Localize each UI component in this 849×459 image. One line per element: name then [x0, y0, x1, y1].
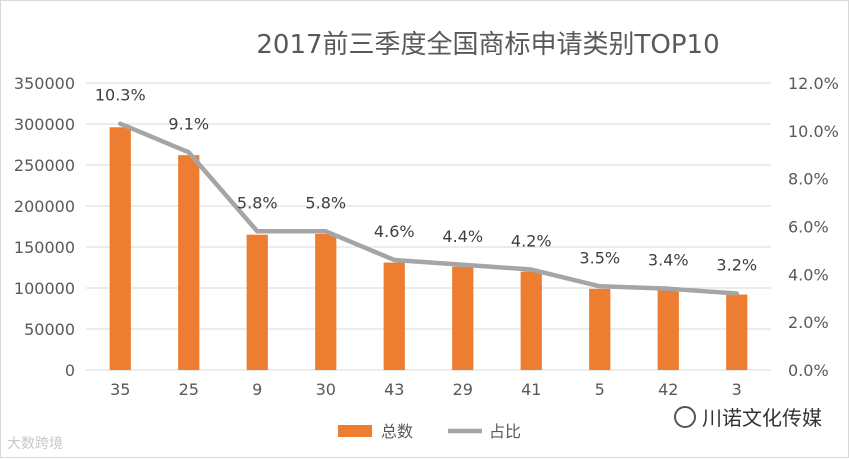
data-label: 4.2% [511, 232, 552, 251]
y-right-tick-label: 10.0% [788, 122, 839, 141]
bar [246, 234, 268, 370]
data-label: 10.3% [95, 86, 146, 105]
y-left-tick-label: 100000 [14, 279, 75, 298]
data-label: 3.5% [579, 248, 620, 267]
legend-swatch-bar [338, 425, 372, 437]
bar [589, 288, 611, 370]
y-left-tick-label: 0 [65, 361, 75, 380]
x-tick-label: 9 [252, 380, 262, 399]
x-tick-label: 30 [316, 380, 336, 399]
bar [109, 127, 131, 370]
y-left-tick-label: 150000 [14, 238, 75, 257]
y-right-tick-label: 0.0% [788, 361, 829, 380]
legend-label: 总数 [381, 422, 413, 441]
bar [452, 266, 474, 370]
x-tick-label: 41 [521, 380, 541, 399]
data-label: 3.4% [648, 251, 689, 270]
y-right-tick-label: 8.0% [788, 170, 829, 189]
bar [657, 289, 679, 370]
bar [315, 233, 337, 370]
y-left-tick-label: 350000 [14, 74, 75, 93]
bar [726, 294, 748, 370]
x-tick-label: 29 [453, 380, 473, 399]
bar [520, 271, 542, 370]
bar [383, 262, 405, 370]
data-label: 5.8% [237, 193, 278, 212]
data-label: 4.4% [442, 227, 483, 246]
y-left-tick-label: 200000 [14, 197, 75, 216]
line-series [118, 121, 739, 296]
x-tick-label: 42 [658, 380, 678, 399]
legend-label: 占比 [489, 422, 521, 441]
watermark-right-text: 川诺文化传媒 [702, 406, 822, 430]
y-left-tick-label: 50000 [24, 320, 75, 339]
data-label: 9.1% [168, 114, 209, 133]
y-right-tick-label: 4.0% [788, 265, 829, 284]
x-tick-label: 5 [595, 380, 605, 399]
y-left-tick-label: 300000 [14, 115, 75, 134]
y-right-tick-label: 12.0% [788, 74, 839, 93]
x-tick-label: 43 [384, 380, 404, 399]
x-tick-label: 25 [179, 380, 199, 399]
bar [178, 155, 200, 370]
y-right-tick-label: 6.0% [788, 218, 829, 237]
y-right-tick-label: 2.0% [788, 313, 829, 332]
data-label: 5.8% [305, 193, 346, 212]
data-label: 3.2% [716, 255, 757, 274]
watermark-right: 川诺文化传媒 [674, 402, 822, 431]
chart-title: 2017前三季度全国商标申请类别TOP10 [256, 30, 719, 60]
x-tick-label: 35 [110, 380, 130, 399]
x-tick-label: 3 [732, 380, 742, 399]
y-left-tick-label: 250000 [14, 156, 75, 175]
watermark-left: 大数跨境 [7, 436, 63, 452]
wechat-icon [674, 405, 696, 428]
data-label: 4.6% [374, 222, 415, 241]
